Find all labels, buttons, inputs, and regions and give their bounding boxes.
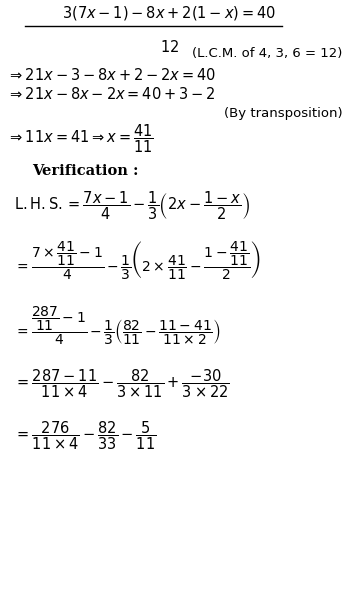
Text: $\Rightarrow 11x=41 \Rightarrow x=\dfrac{41}{11}$: $\Rightarrow 11x=41 \Rightarrow x=\dfrac… [7, 122, 154, 155]
Text: (L.C.M. of 4, 3, 6 = 12): (L.C.M. of 4, 3, 6 = 12) [192, 47, 342, 60]
Text: $= \dfrac{287-11}{11\times4} - \dfrac{82}{3\times11} + \dfrac{-30}{3\times22}$: $= \dfrac{287-11}{11\times4} - \dfrac{82… [14, 367, 230, 399]
Text: $12$: $12$ [160, 39, 179, 55]
Text: (By transposition): (By transposition) [224, 107, 342, 120]
Text: $= \dfrac{\dfrac{287}{11}-1}{4} - \dfrac{1}{3}\left(\dfrac{82}{11}-\dfrac{11-41}: $= \dfrac{\dfrac{287}{11}-1}{4} - \dfrac… [14, 304, 221, 347]
Text: $= \dfrac{7\times\dfrac{41}{11}-1}{4} - \dfrac{1}{3}\left(2\times\dfrac{41}{11}-: $= \dfrac{7\times\dfrac{41}{11}-1}{4} - … [14, 239, 261, 282]
Text: $= \dfrac{276}{11\times4} - \dfrac{82}{33} - \dfrac{5}{11}$: $= \dfrac{276}{11\times4} - \dfrac{82}{3… [14, 420, 157, 452]
Text: $\Rightarrow 21x-8x-2x=40+3-2$: $\Rightarrow 21x-8x-2x=40+3-2$ [7, 86, 216, 101]
Text: $\Rightarrow 21x-3-8x+2-2x=40$: $\Rightarrow 21x-3-8x+2-2x=40$ [7, 67, 216, 82]
Text: $3(7x-1)-8x+2(1-x)=40$: $3(7x-1)-8x+2(1-x)=40$ [62, 4, 276, 22]
Text: Verification :: Verification : [32, 164, 138, 179]
Text: $\mathrm{L.H.S.} = \dfrac{7x-1}{4} - \dfrac{1}{3}\left(2x-\dfrac{1-x}{2}\right)$: $\mathrm{L.H.S.} = \dfrac{7x-1}{4} - \df… [14, 190, 250, 222]
